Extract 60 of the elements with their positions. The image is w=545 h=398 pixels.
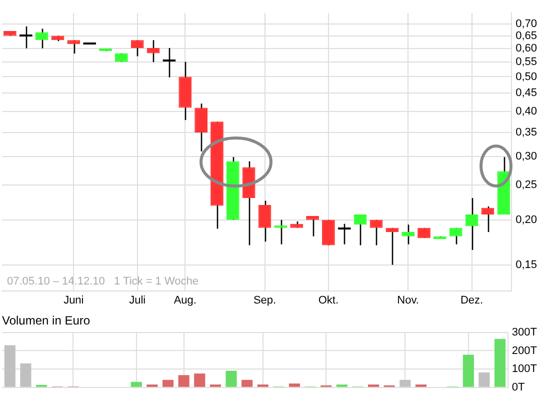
bar xyxy=(20,363,32,387)
bar xyxy=(336,384,348,387)
y-tick-label: 200T xyxy=(512,344,538,357)
bar xyxy=(462,354,474,387)
annotation: 07.05.10 – 14.12.10 1 Tick = 1 Woche xyxy=(7,275,199,288)
bar xyxy=(494,338,506,387)
bar xyxy=(162,380,174,387)
x-tick-label: Sep. xyxy=(253,294,276,306)
candlestick xyxy=(18,26,34,49)
bar xyxy=(400,380,411,387)
bar xyxy=(130,382,142,387)
candlestick xyxy=(465,197,478,251)
candlestick xyxy=(67,40,80,54)
x-tick-label: Juli xyxy=(129,294,146,306)
candlestick xyxy=(370,219,383,246)
y-tick-label: 0,15 xyxy=(516,258,538,271)
candlestick xyxy=(402,224,415,245)
candlestick xyxy=(258,200,272,242)
candlestick xyxy=(146,40,160,63)
y-tick-label: 0,40 xyxy=(516,106,538,118)
candlestick xyxy=(354,214,367,246)
y-tick-label: 100T xyxy=(512,363,538,376)
x-tick-label: Okt. xyxy=(318,294,339,306)
bar xyxy=(478,372,490,387)
x-tick-label: Nov. xyxy=(397,294,419,306)
y-tick-label: 0,30 xyxy=(516,150,538,163)
bar xyxy=(146,384,158,387)
bar xyxy=(194,373,206,387)
y-tick-label: 0,35 xyxy=(516,126,538,138)
chart-title: Volumen in Euro xyxy=(2,314,90,328)
bar xyxy=(4,345,16,387)
y-tick-label: 0,20 xyxy=(516,214,538,226)
x-tick-label: Aug. xyxy=(174,294,196,306)
bar xyxy=(415,384,427,387)
y-tick-label: 0T xyxy=(512,381,526,394)
x-tick-label: Juni xyxy=(64,294,84,306)
bar xyxy=(368,384,380,387)
y-tick-label: 0,60 xyxy=(516,42,538,54)
y-tick-label: 0,50 xyxy=(516,70,538,83)
candlestick xyxy=(449,227,462,245)
candlestick xyxy=(35,28,48,49)
candlestick xyxy=(386,227,399,266)
y-tick-label: 0,55 xyxy=(516,56,538,68)
bar xyxy=(288,384,300,387)
bar xyxy=(242,380,253,387)
bar xyxy=(257,384,268,387)
candlestick xyxy=(337,223,352,245)
bar xyxy=(226,370,237,387)
candlestick xyxy=(306,215,319,237)
y-tick-label: 0,70 xyxy=(516,18,538,30)
y-tick-label: 0,45 xyxy=(516,87,538,100)
candlestick xyxy=(274,219,288,245)
bar xyxy=(178,375,190,387)
bar xyxy=(210,384,221,387)
y-tick-label: 0,65 xyxy=(516,30,538,42)
y-tick-label: 0,25 xyxy=(516,179,538,192)
candlestick xyxy=(194,102,208,152)
y-tick-label: 300T xyxy=(512,326,538,338)
x-tick-label: Dez. xyxy=(460,294,484,306)
candlestick xyxy=(481,206,494,233)
